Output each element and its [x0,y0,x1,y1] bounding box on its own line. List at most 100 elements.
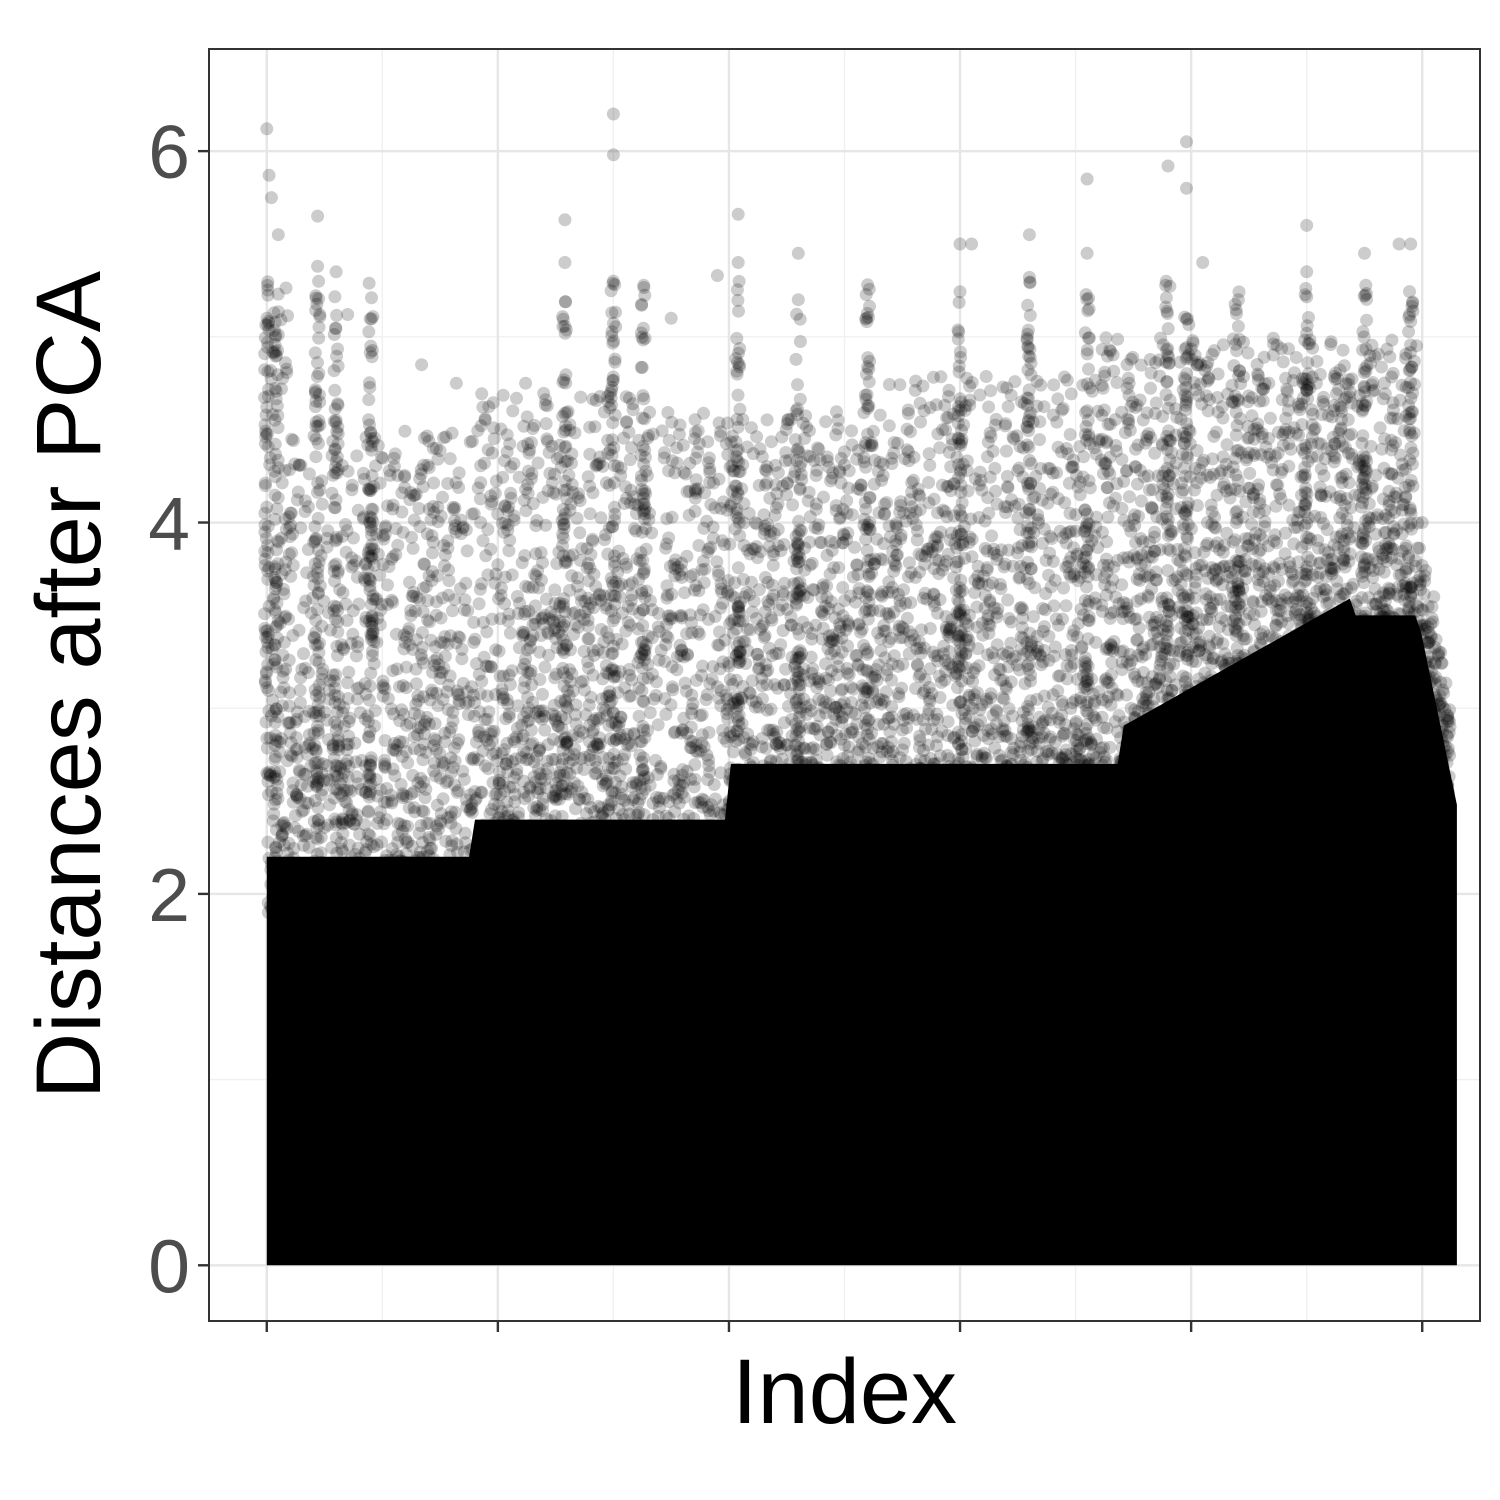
data-point [1092,810,1106,824]
data-point [728,612,742,626]
data-point [1099,331,1113,345]
data-point [515,732,529,746]
data-point [965,724,979,738]
data-point [909,374,923,388]
data-point [1049,612,1063,626]
data-point [684,570,698,583]
data-point [988,461,1002,475]
data-point [713,625,726,639]
data-point [307,630,321,644]
data-point [885,451,899,465]
data-point [1011,804,1024,818]
data-point [1242,690,1256,704]
data-point [501,837,515,851]
data-point [1001,593,1015,607]
data-point [1174,729,1188,743]
data-point [1201,651,1215,665]
data-point [1317,390,1331,404]
data-point [1436,725,1449,739]
data-point [1207,429,1221,443]
data-point [882,419,896,433]
data-point [687,568,700,582]
data-point [926,539,940,553]
data-point [697,868,711,882]
data-point [903,812,917,826]
data-point [1121,412,1134,426]
data-point [914,415,927,429]
data-point [588,767,602,781]
data-point [1431,762,1445,776]
data-point [701,773,715,787]
data-point [484,497,498,511]
data-point [877,717,891,731]
data-point [472,597,486,611]
data-point [1050,466,1063,480]
data-point [381,499,395,513]
data-point [712,691,726,705]
data-point [1057,581,1070,595]
data-point [1176,483,1190,497]
data-point [729,435,743,449]
data-point [1254,627,1267,641]
data-point [875,745,889,759]
data-point [811,441,825,455]
data-point [926,370,940,384]
data-point [1343,547,1357,561]
data-point [941,547,955,561]
data-point [1171,720,1185,734]
data-point [733,793,747,806]
data-point [750,789,764,803]
data-point [804,756,818,770]
data-point [991,602,1005,616]
data-point [1295,540,1309,554]
data-point [892,768,906,782]
data-point [1172,710,1186,724]
data-point [260,766,274,780]
data-point [1000,774,1014,787]
data-point [831,413,845,427]
data-point [857,812,871,826]
data-point [768,730,782,744]
data-point [1377,586,1390,600]
data-point [750,430,764,444]
data-point [999,444,1013,458]
data-point [1099,457,1113,471]
data-point [1256,394,1270,408]
data-point [723,460,737,474]
data-point [622,854,636,867]
data-point [701,435,715,449]
data-point [1328,642,1342,656]
data-point [965,532,979,546]
data-point [981,450,994,464]
data-point [581,613,595,627]
data-point [794,719,808,733]
data-point [601,804,615,818]
data-point [676,438,690,452]
data-point [411,694,425,708]
data-point [1007,792,1021,806]
data-point [1289,668,1303,682]
data-point [1300,658,1314,672]
data-point [484,660,498,674]
data-point [576,726,590,740]
data-point [617,813,631,827]
data-point [1204,697,1218,711]
data-point [581,591,595,605]
data-point [1263,411,1277,425]
data-point [662,464,676,478]
data-point [455,642,469,656]
data-point [1405,656,1419,669]
data-point [1014,778,1028,792]
data-point [820,454,834,468]
data-point [1283,675,1297,689]
data-point [755,731,769,745]
data-point [801,591,815,604]
data-point [1064,387,1078,401]
data-point [294,521,308,535]
data-point [1091,793,1105,806]
data-point [505,568,519,582]
data-point [672,853,686,866]
data-point [1052,618,1065,632]
data-point [791,538,805,552]
data-point [1060,672,1074,686]
